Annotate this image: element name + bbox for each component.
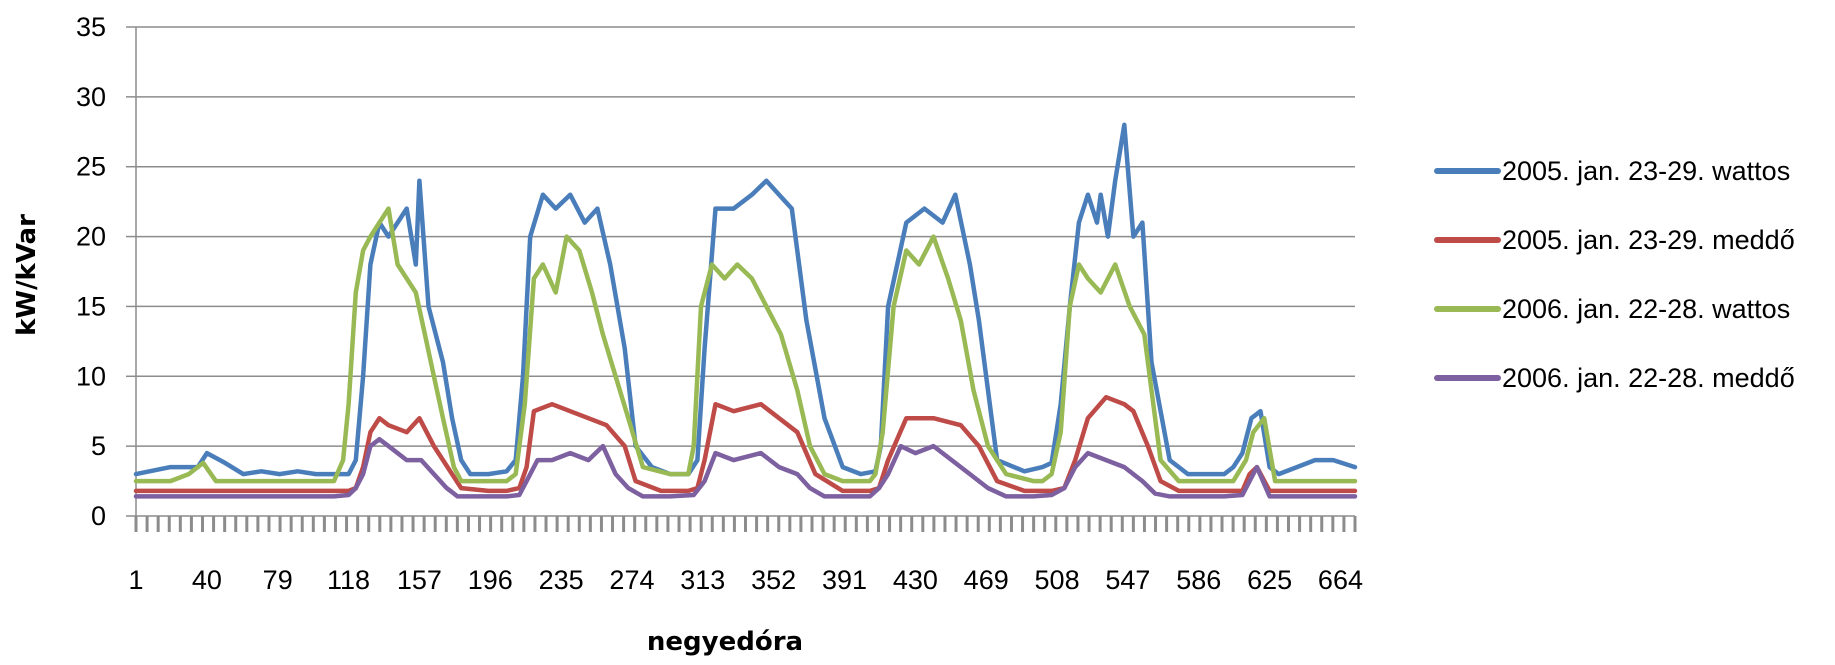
- legend-label-2: 2005. jan. 23-29. meddő: [1502, 225, 1795, 255]
- x-axis-title: negyedóra: [647, 627, 803, 657]
- x-tick-label: 235: [539, 565, 584, 595]
- x-tick-label: 352: [751, 565, 796, 595]
- series-line-4: [133, 436, 1358, 499]
- y-tick-label: 20: [76, 222, 106, 252]
- x-tick-label: 547: [1105, 565, 1150, 595]
- legend-label-3: 2006. jan. 22-28. wattos: [1502, 294, 1790, 324]
- legend-label-1: 2005. jan. 23-29. wattos: [1502, 156, 1790, 186]
- x-tick-label: 430: [893, 565, 938, 595]
- y-tick-label: 25: [76, 152, 106, 182]
- series-line-1: [133, 122, 1358, 477]
- x-tick-label: 1: [128, 565, 143, 595]
- x-tick-label: 274: [609, 565, 654, 595]
- x-tick-label: 586: [1176, 565, 1221, 595]
- x-tick-label: 664: [1318, 565, 1363, 595]
- y-tick-label: 5: [91, 431, 106, 461]
- gridlines: [136, 26, 1355, 447]
- x-tick-label: 157: [397, 565, 442, 595]
- tick-labels: 0 5 10 15 20 25 30 35 1 40 79 118 157 196 235 274 313 352…: [76, 12, 1363, 595]
- axes: [126, 26, 1357, 532]
- x-tick-label: 508: [1035, 565, 1080, 595]
- legend-label-4: 2006. jan. 22-28. meddő: [1502, 363, 1795, 393]
- series-lines: [133, 122, 1358, 499]
- x-tick-label: 469: [964, 565, 1009, 595]
- y-tick-label: 35: [76, 12, 106, 42]
- y-tick-label: 15: [76, 291, 106, 321]
- y-tick-label: 0: [91, 501, 106, 531]
- x-tick-label: 391: [822, 565, 867, 595]
- series-line-2: [133, 394, 1358, 494]
- x-tick-label: 40: [192, 565, 222, 595]
- x-tick-marks: [134, 516, 1357, 532]
- x-tick-label: 313: [680, 565, 725, 595]
- y-tick-label: 10: [76, 361, 106, 391]
- x-tick-label: 79: [263, 565, 293, 595]
- x-tick-label: 196: [468, 565, 513, 595]
- y-tick-label: 30: [76, 82, 106, 112]
- y-axis-title: kW/kVar: [12, 214, 42, 336]
- x-tick-label: 118: [327, 565, 370, 595]
- series-line-3: [133, 206, 1358, 484]
- x-tick-label: 625: [1247, 565, 1292, 595]
- legend: 2005. jan. 23-29. wattos 2005. jan. 23-29…: [1434, 156, 1795, 393]
